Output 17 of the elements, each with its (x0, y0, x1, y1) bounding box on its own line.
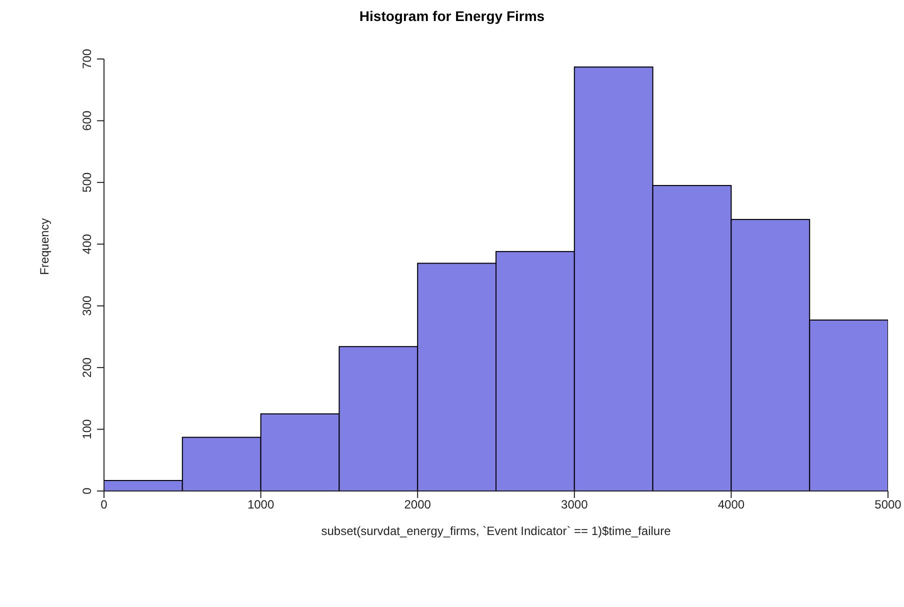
x-tick-label: 2000 (404, 498, 432, 512)
y-tick-label: 200 (80, 357, 94, 378)
x-tick-label: 0 (100, 498, 108, 512)
x-tick-label: 1000 (247, 498, 274, 512)
x-tick-label: 3000 (561, 498, 588, 512)
x-axis-title: subset(survdat_energy_firms, `Event Indicator` == 1)$time_failure (321, 524, 672, 538)
y-tick-label: 400 (80, 234, 94, 254)
y-tick-label: 700 (80, 48, 94, 70)
y-tick-label: 600 (80, 110, 94, 131)
y-tick-label: 300 (80, 296, 94, 316)
x-tick-label: 4000 (718, 498, 745, 512)
y-tick-label: 100 (80, 418, 94, 440)
y-tick-label: 0 (80, 487, 94, 494)
x-tick-label: 5000 (874, 498, 902, 512)
y-tick-label: 500 (80, 172, 94, 192)
y-axis-title: Frequency (37, 218, 52, 275)
chart-title: Histogram for Energy Firms (358, 8, 546, 24)
